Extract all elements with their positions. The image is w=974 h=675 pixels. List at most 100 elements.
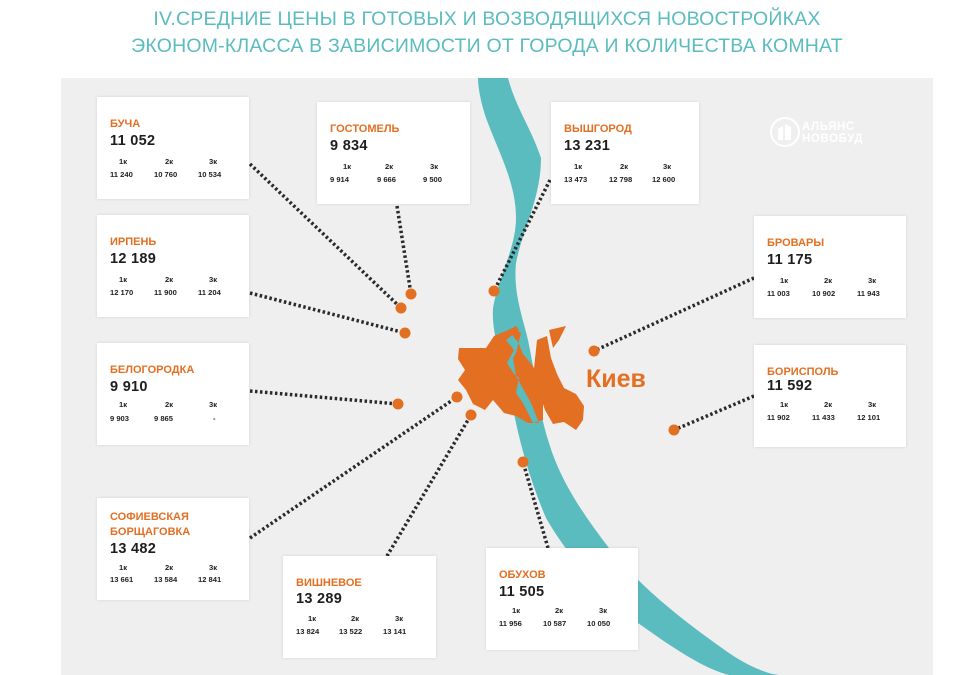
value-1k: 12 170: [110, 288, 134, 297]
card-vyshgorod: ВЫШГОРОД 13 231 1к 2к 3к 13 473 12 798 1…: [551, 102, 699, 204]
value-2k: 11 433: [812, 413, 835, 422]
city-avg-price: 13 231: [564, 138, 611, 154]
city-name-line-1: СОФИЕВСКАЯ: [110, 511, 189, 523]
city-dots: [392, 285, 680, 468]
city-name: ОБУХОВ: [499, 569, 546, 581]
city-name: ВИШНЕВОЕ: [296, 577, 362, 589]
city-avg-price: 9 834: [330, 138, 368, 154]
label-3k: 3к: [430, 162, 439, 171]
city-name: СОФИЕВСКАЯ БОРЩАГОВКА: [110, 510, 230, 540]
card-borispol: БОРИСПОЛЬ 11 592 1к 2к 3к 11 902 11 433 …: [754, 345, 906, 447]
dot-irpen: [399, 327, 411, 339]
label-3k: 3к: [868, 400, 877, 409]
value-1k: 13 473: [564, 175, 588, 184]
city-avg-price: 13 482: [110, 541, 157, 557]
label-2k: 2к: [165, 400, 174, 409]
label-2k: 2к: [555, 606, 564, 615]
label-1k: 1к: [119, 275, 128, 284]
value-2k: 13 522: [339, 627, 363, 636]
label-2k: 2к: [351, 614, 360, 623]
value-1k: 13 661: [110, 575, 134, 584]
kyiv-shape-left: [458, 326, 543, 423]
card-bucha: БУЧА 11 052 1к 2к 3к 11 240 10 760 10 53…: [97, 97, 249, 199]
card-gostomel: ГОСТОМЕЛЬ 9 834 1к 2к 3к 9 914 9 666 9 5…: [317, 102, 470, 204]
city-avg-price: 13 289: [296, 591, 343, 607]
dot-sofievskaya: [451, 391, 463, 403]
kyiv-shape-right: [533, 326, 584, 430]
value-2k: 9 666: [377, 175, 397, 184]
dot-belogorodka: [392, 398, 404, 410]
label-3k: 3к: [663, 162, 672, 171]
label-3k: 3к: [209, 400, 218, 409]
city-avg-price: 11 052: [110, 133, 156, 149]
title-line-2: ЭКОНОМ-КЛАССА В ЗАВИСИМОСТИ ОТ ГОРОДА И …: [131, 35, 843, 57]
connector-gostomel: [395, 205, 413, 295]
label-3k: 3к: [209, 275, 218, 284]
connector-lines: [248, 162, 755, 557]
value-1k: 11 240: [110, 170, 133, 179]
logo-icon: [770, 117, 800, 147]
value-3k: 12 101: [857, 413, 881, 422]
city-avg-price: 9 910: [110, 379, 148, 395]
city-name: БЕЛОГОРОДКА: [110, 364, 195, 376]
city-name: БОРИСПОЛЬ: [767, 366, 839, 378]
river: [478, 78, 781, 675]
value-1k: 13 824: [296, 627, 320, 636]
dot-obukhov: [517, 456, 529, 468]
title-line-1: IV.СРЕДНИЕ ЦЕНЫ В ГОТОВЫХ И ВОЗВОДЯЩИХСЯ…: [153, 8, 821, 30]
label-2k: 2к: [620, 162, 629, 171]
connector-brovary: [593, 276, 755, 353]
dot-brovary: [588, 345, 600, 357]
card-irpen: ИРПЕНЬ 12 189 1к 2к 3к 12 170 11 900 11 …: [97, 215, 249, 317]
label-3k: 3к: [395, 614, 404, 623]
card-brovary: БРОВАРЫ 11 175 1к 2к 3к 11 003 10 902 11…: [754, 216, 906, 318]
connector-sofievskaya: [249, 395, 458, 540]
connector-belogorodka: [249, 389, 399, 406]
connector-vyshgorod: [492, 179, 552, 292]
label-3k: 3к: [209, 157, 218, 166]
value-3k: 12 841: [198, 575, 222, 584]
label-1k: 1к: [574, 162, 583, 171]
city-avg-price: 11 175: [767, 252, 813, 268]
value-3k: 11 943: [857, 289, 880, 298]
dot-borispol: [668, 424, 680, 436]
value-2k: 9 865: [154, 414, 174, 423]
city-name: ИРПЕНЬ: [110, 236, 157, 248]
label-2k: 2к: [824, 400, 833, 409]
value-2k: 10 587: [543, 619, 567, 628]
card-sofievskaya-borshchagovka: СОФИЕВСКАЯ БОРЩАГОВКА 13 482 1к 2к 3к 13…: [97, 498, 249, 600]
connector-borispol: [673, 394, 755, 432]
map-area: Киев АЛЬЯНС НОВОБУД БУЧА 11 052 1к 2к 3к…: [61, 78, 933, 675]
dot-vishnevoe: [465, 409, 477, 421]
value-3k: -: [213, 414, 216, 423]
value-3k: 13 141: [383, 627, 407, 636]
dot-vyshgorod: [488, 285, 500, 297]
label-1k: 1к: [119, 157, 128, 166]
city-name: ГОСТОМЕЛЬ: [330, 123, 400, 135]
label-3k: 3к: [868, 276, 877, 285]
label-1k: 1к: [119, 563, 128, 572]
label-2k: 2к: [385, 162, 394, 171]
city-avg-price: 11 592: [767, 378, 813, 394]
map-graphics: [248, 78, 781, 675]
label-1k: 1к: [308, 614, 317, 623]
value-1k: 9 903: [110, 414, 130, 423]
card-belogorodka: БЕЛОГОРОДКА 9 910 1к 2к 3к 9 903 9 865 -: [97, 343, 249, 445]
city-avg-price: 12 189: [110, 251, 157, 267]
connector-vishnevoe: [385, 414, 473, 557]
card-obukhov: ОБУХОВ 11 505 1к 2к 3к 11 956 10 587 10 …: [486, 548, 638, 650]
value-1k: 11 956: [499, 619, 522, 628]
value-3k: 11 204: [198, 288, 221, 297]
label-3k: 3к: [599, 606, 608, 615]
value-1k: 11 902: [767, 413, 790, 422]
city-name: БРОВАРЫ: [767, 237, 825, 249]
value-2k: 12 798: [609, 175, 633, 184]
label-2k: 2к: [165, 157, 174, 166]
label-1k: 1к: [512, 606, 521, 615]
value-2k: 11 900: [154, 288, 177, 297]
value-3k: 10 534: [198, 170, 222, 179]
connector-irpen: [249, 291, 406, 335]
label-1k: 1к: [343, 162, 352, 171]
city-avg-price: 11 505: [499, 584, 545, 600]
label-2k: 2к: [824, 276, 833, 285]
